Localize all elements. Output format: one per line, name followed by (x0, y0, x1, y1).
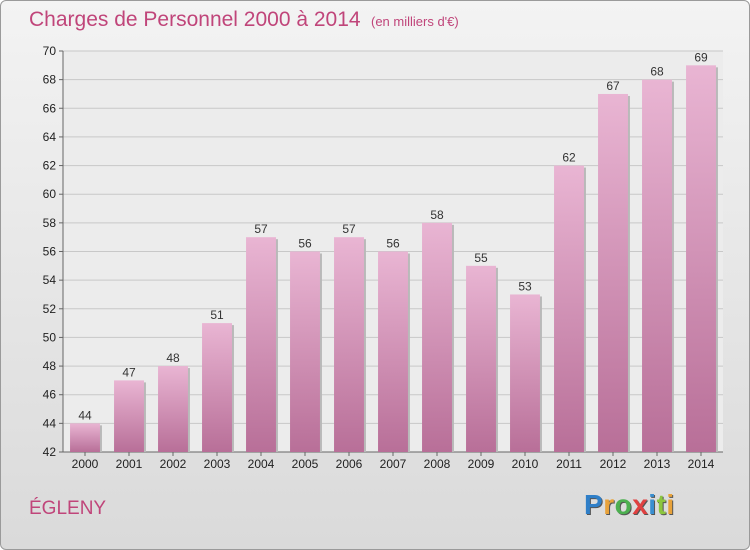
data-label: 62 (562, 151, 576, 165)
data-label: 69 (694, 50, 708, 64)
bar (378, 251, 408, 452)
y-tick-label: 48 (43, 359, 57, 373)
x-tick-label: 2006 (336, 457, 363, 471)
bar (290, 251, 320, 452)
y-tick-label: 62 (43, 159, 57, 173)
logo-letter: i (648, 489, 657, 520)
y-tick-label: 70 (43, 44, 57, 58)
bar (466, 265, 496, 452)
y-tick-label: 54 (43, 273, 57, 287)
data-label: 58 (430, 208, 444, 222)
data-label: 67 (606, 79, 620, 93)
data-label: 51 (210, 308, 224, 322)
data-label: 48 (166, 351, 180, 365)
y-tick-label: 60 (43, 187, 57, 201)
x-tick-label: 2004 (248, 457, 275, 471)
chart-title: Charges de Personnel 2000 à 2014 (29, 8, 361, 31)
bar (598, 93, 628, 452)
x-tick-label: 2011 (556, 457, 582, 471)
x-tick-label: 2007 (380, 457, 407, 471)
bar (422, 222, 452, 452)
logo-letter: x (632, 489, 649, 520)
data-label: 68 (650, 65, 664, 79)
y-tick-label: 66 (43, 101, 57, 115)
x-tick-label: 2012 (600, 457, 627, 471)
bar (202, 323, 232, 452)
x-tick-label: 2005 (292, 457, 319, 471)
data-label: 56 (386, 237, 400, 251)
y-tick-label: 42 (43, 445, 57, 459)
town-name: ÉGLENY (29, 498, 107, 519)
logo-letter: o (614, 489, 633, 520)
y-tick-label: 68 (43, 73, 57, 87)
x-tick-label: 2010 (512, 457, 539, 471)
chart-subtitle: (en milliers d'€) (371, 14, 459, 29)
y-tick-label: 56 (43, 245, 57, 259)
x-tick-label: 2014 (688, 457, 715, 471)
x-tick-label: 2009 (468, 457, 495, 471)
y-tick-label: 58 (43, 216, 57, 230)
bar (642, 79, 672, 453)
x-tick-label: 2002 (160, 457, 187, 471)
x-tick-label: 2008 (424, 457, 451, 471)
logo-letter: P (584, 489, 604, 520)
bar (158, 366, 188, 452)
data-label: 57 (254, 222, 268, 236)
y-tick-label: 64 (43, 130, 57, 144)
bar (70, 423, 100, 452)
data-label: 57 (342, 222, 356, 236)
x-tick-label: 2001 (116, 457, 143, 471)
y-tick-label: 46 (43, 388, 57, 402)
logo-letter: t (656, 489, 667, 520)
x-tick-label: 2013 (644, 457, 671, 471)
bar (114, 380, 144, 452)
bar (246, 237, 276, 452)
data-label: 55 (474, 251, 488, 265)
bar (554, 165, 584, 453)
logo-letter: i (666, 489, 675, 520)
bar (510, 294, 540, 452)
bar (686, 65, 716, 453)
data-label: 56 (298, 237, 312, 251)
data-label: 44 (78, 408, 92, 422)
bar (334, 237, 364, 452)
logo-letter: r (603, 489, 615, 520)
proxiti-logo: Proxiti (584, 489, 675, 521)
data-label: 47 (122, 365, 136, 379)
x-tick-label: 2003 (204, 457, 231, 471)
y-tick-label: 44 (43, 416, 57, 430)
y-tick-label: 50 (43, 330, 57, 344)
data-label: 53 (518, 279, 532, 293)
x-tick-label: 2000 (72, 457, 99, 471)
y-tick-label: 52 (43, 302, 57, 316)
